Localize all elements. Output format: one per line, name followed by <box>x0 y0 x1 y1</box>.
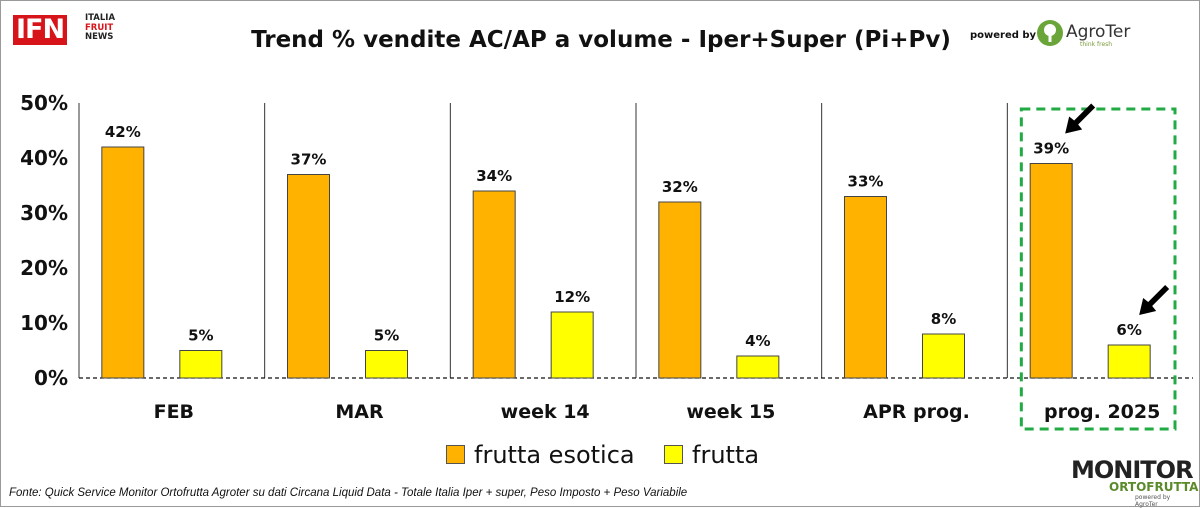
bar-frutta <box>179 350 223 379</box>
bar-esotica <box>101 146 145 379</box>
x-category-label: MAR <box>335 401 384 423</box>
bar-frutta <box>736 355 780 379</box>
x-category-label: week 15 <box>686 401 775 423</box>
data-label: 6% <box>1116 321 1141 339</box>
bar-frutta <box>922 333 965 379</box>
bar-esotica <box>287 174 330 379</box>
powered-by-label: powered by <box>970 30 1037 41</box>
y-tick-label: 0% <box>34 366 68 390</box>
bar-esotica <box>1029 163 1073 379</box>
axis-layer: 0% 10% 20% 30% 40% 50% <box>20 91 1193 390</box>
bar-esotica <box>472 190 516 379</box>
labels-layer: FEB 42% 5% MAR 37% 5% week 14 34% 12% week 15 32% 4… <box>105 123 1160 423</box>
arrow-icon <box>1139 285 1170 315</box>
x-category-label: APR prog. <box>863 401 970 423</box>
legend-swatch-esotica <box>446 445 465 464</box>
overlay-layer <box>1019 103 1177 431</box>
monitor-logo-main: MONITOR <box>1071 456 1194 484</box>
agroter-logo: AgroTer think fresh <box>1036 18 1146 52</box>
bar-chart: 0% 10% 20% 30% 40% 50% FEB 42% 5% MAR 37% 5% week 1… <box>20 91 1193 431</box>
data-label: 42% <box>105 123 141 141</box>
data-label: 33% <box>848 173 884 191</box>
monitor-logo-sub: ORTOFRUTTA <box>1109 480 1199 494</box>
logo-sub-1: ITALIA <box>85 13 116 23</box>
bar-esotica <box>658 201 702 379</box>
y-tick-label: 20% <box>20 256 68 280</box>
y-tick-label: 40% <box>20 146 68 170</box>
agroter-tagline: think fresh <box>1080 41 1113 48</box>
data-label: 39% <box>1033 140 1069 158</box>
chart-title: Trend % vendite AC/AP a volume - Iper+Su… <box>251 27 951 53</box>
legend-label-frutta: frutta <box>692 441 760 469</box>
logo-sub-2: FRUIT <box>85 22 114 33</box>
logo-sub-3: NEWS <box>85 32 114 42</box>
y-tick-label: 50% <box>20 91 68 115</box>
x-category-label: prog. 2025 <box>1044 401 1160 423</box>
arrow-icon <box>1065 103 1096 134</box>
monitor-ortofrutta-logo: MONITOR ORTOFRUTTA powered by AgroTer <box>1071 456 1198 508</box>
data-label: 8% <box>931 310 956 328</box>
italia-fruit-news-logo: IFN ITALIA FRUIT NEWS <box>11 13 129 47</box>
source-note: Fonte: Quick Service Monitor Ortofrutta … <box>9 487 688 499</box>
bar-frutta <box>550 311 594 379</box>
logo-ifn-text: IFN <box>13 15 68 45</box>
y-tick-label: 30% <box>20 201 68 225</box>
y-tick-label: 10% <box>20 311 68 335</box>
tree-icon <box>1037 20 1063 46</box>
monitor-logo-by: powered by AgroTer <box>1135 494 1171 508</box>
data-label: 4% <box>745 332 770 350</box>
bar-frutta <box>365 350 408 379</box>
bars-layer <box>101 146 1151 379</box>
highlight-box <box>1019 107 1177 431</box>
data-label: 37% <box>291 151 327 169</box>
x-category-label: week 14 <box>501 401 590 423</box>
bar-esotica <box>844 196 887 379</box>
legend-swatch-frutta <box>664 445 683 464</box>
data-label: 5% <box>188 327 213 345</box>
legend-label-esotica: frutta esotica <box>474 441 635 469</box>
data-label: 34% <box>476 167 512 185</box>
bar-frutta <box>1107 344 1151 379</box>
data-label: 12% <box>554 288 590 306</box>
agroter-name: AgroTer <box>1066 22 1131 42</box>
data-label: 32% <box>662 178 698 196</box>
data-label: 5% <box>374 327 399 345</box>
x-category-label: FEB <box>154 401 194 423</box>
